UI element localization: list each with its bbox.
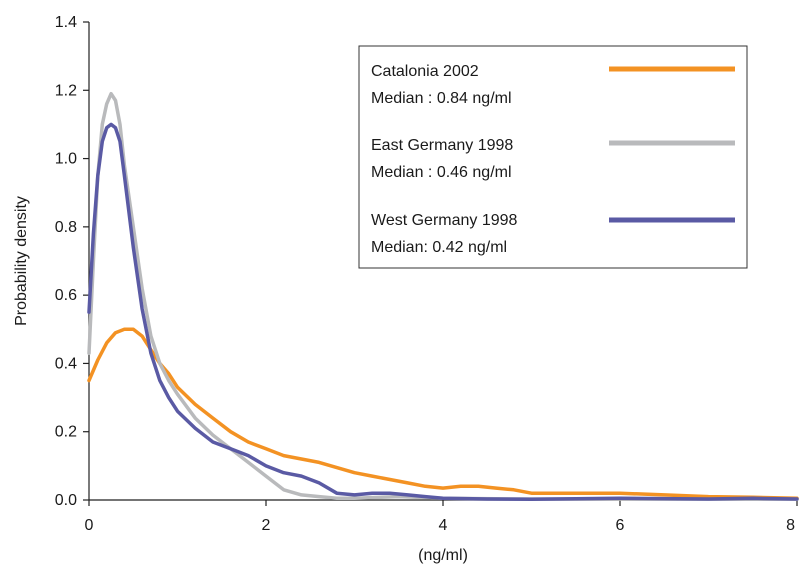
- legend-label-west-germany: West Germany 1998: [371, 212, 518, 229]
- y-tick-label: 1.0: [55, 151, 77, 168]
- legend-label-east-germany: East Germany 1998: [371, 137, 513, 154]
- x-tick-label: 6: [616, 517, 625, 534]
- x-tick-label: 2: [262, 517, 271, 534]
- y-tick-label: 1.2: [55, 82, 77, 99]
- y-tick-label: 0.0: [55, 492, 77, 509]
- legend-median-east-germany: Median : 0.46 ng/ml: [371, 164, 512, 181]
- x-axis-title: (ng/ml): [418, 547, 468, 564]
- x-tick-label: 0: [85, 517, 94, 534]
- legend-label-catalonia: Catalonia 2002: [371, 63, 479, 80]
- y-tick-label: 0.8: [55, 219, 77, 236]
- legend-box: [358, 45, 748, 269]
- series-line-east-germany: [87, 91, 799, 502]
- y-axis-title: Probability density: [13, 196, 30, 326]
- y-axis-ticks: 0.0 0.2 0.4 0.6 0.8 1.0 1.2 1.4: [55, 14, 89, 509]
- series-line-catalonia: [87, 327, 799, 501]
- y-tick-label: 0.6: [55, 287, 77, 304]
- legend-median-west-germany: Median: 0.42 ng/ml: [371, 239, 507, 256]
- y-tick-label: 0.2: [55, 424, 77, 441]
- y-tick-label: 0.4: [55, 355, 77, 372]
- x-axis-ticks: 0 2 4 6 8: [85, 500, 798, 534]
- series-lines: [87, 91, 799, 502]
- y-tick-label: 1.4: [55, 14, 77, 31]
- legend: Catalonia 2002 Median : 0.84 ng/ml East …: [358, 45, 748, 269]
- legend-median-catalonia: Median : 0.84 ng/ml: [371, 90, 512, 107]
- x-tick-label: 8: [786, 517, 795, 534]
- x-tick-label: 4: [439, 517, 448, 534]
- series-line-west-germany: [87, 122, 799, 502]
